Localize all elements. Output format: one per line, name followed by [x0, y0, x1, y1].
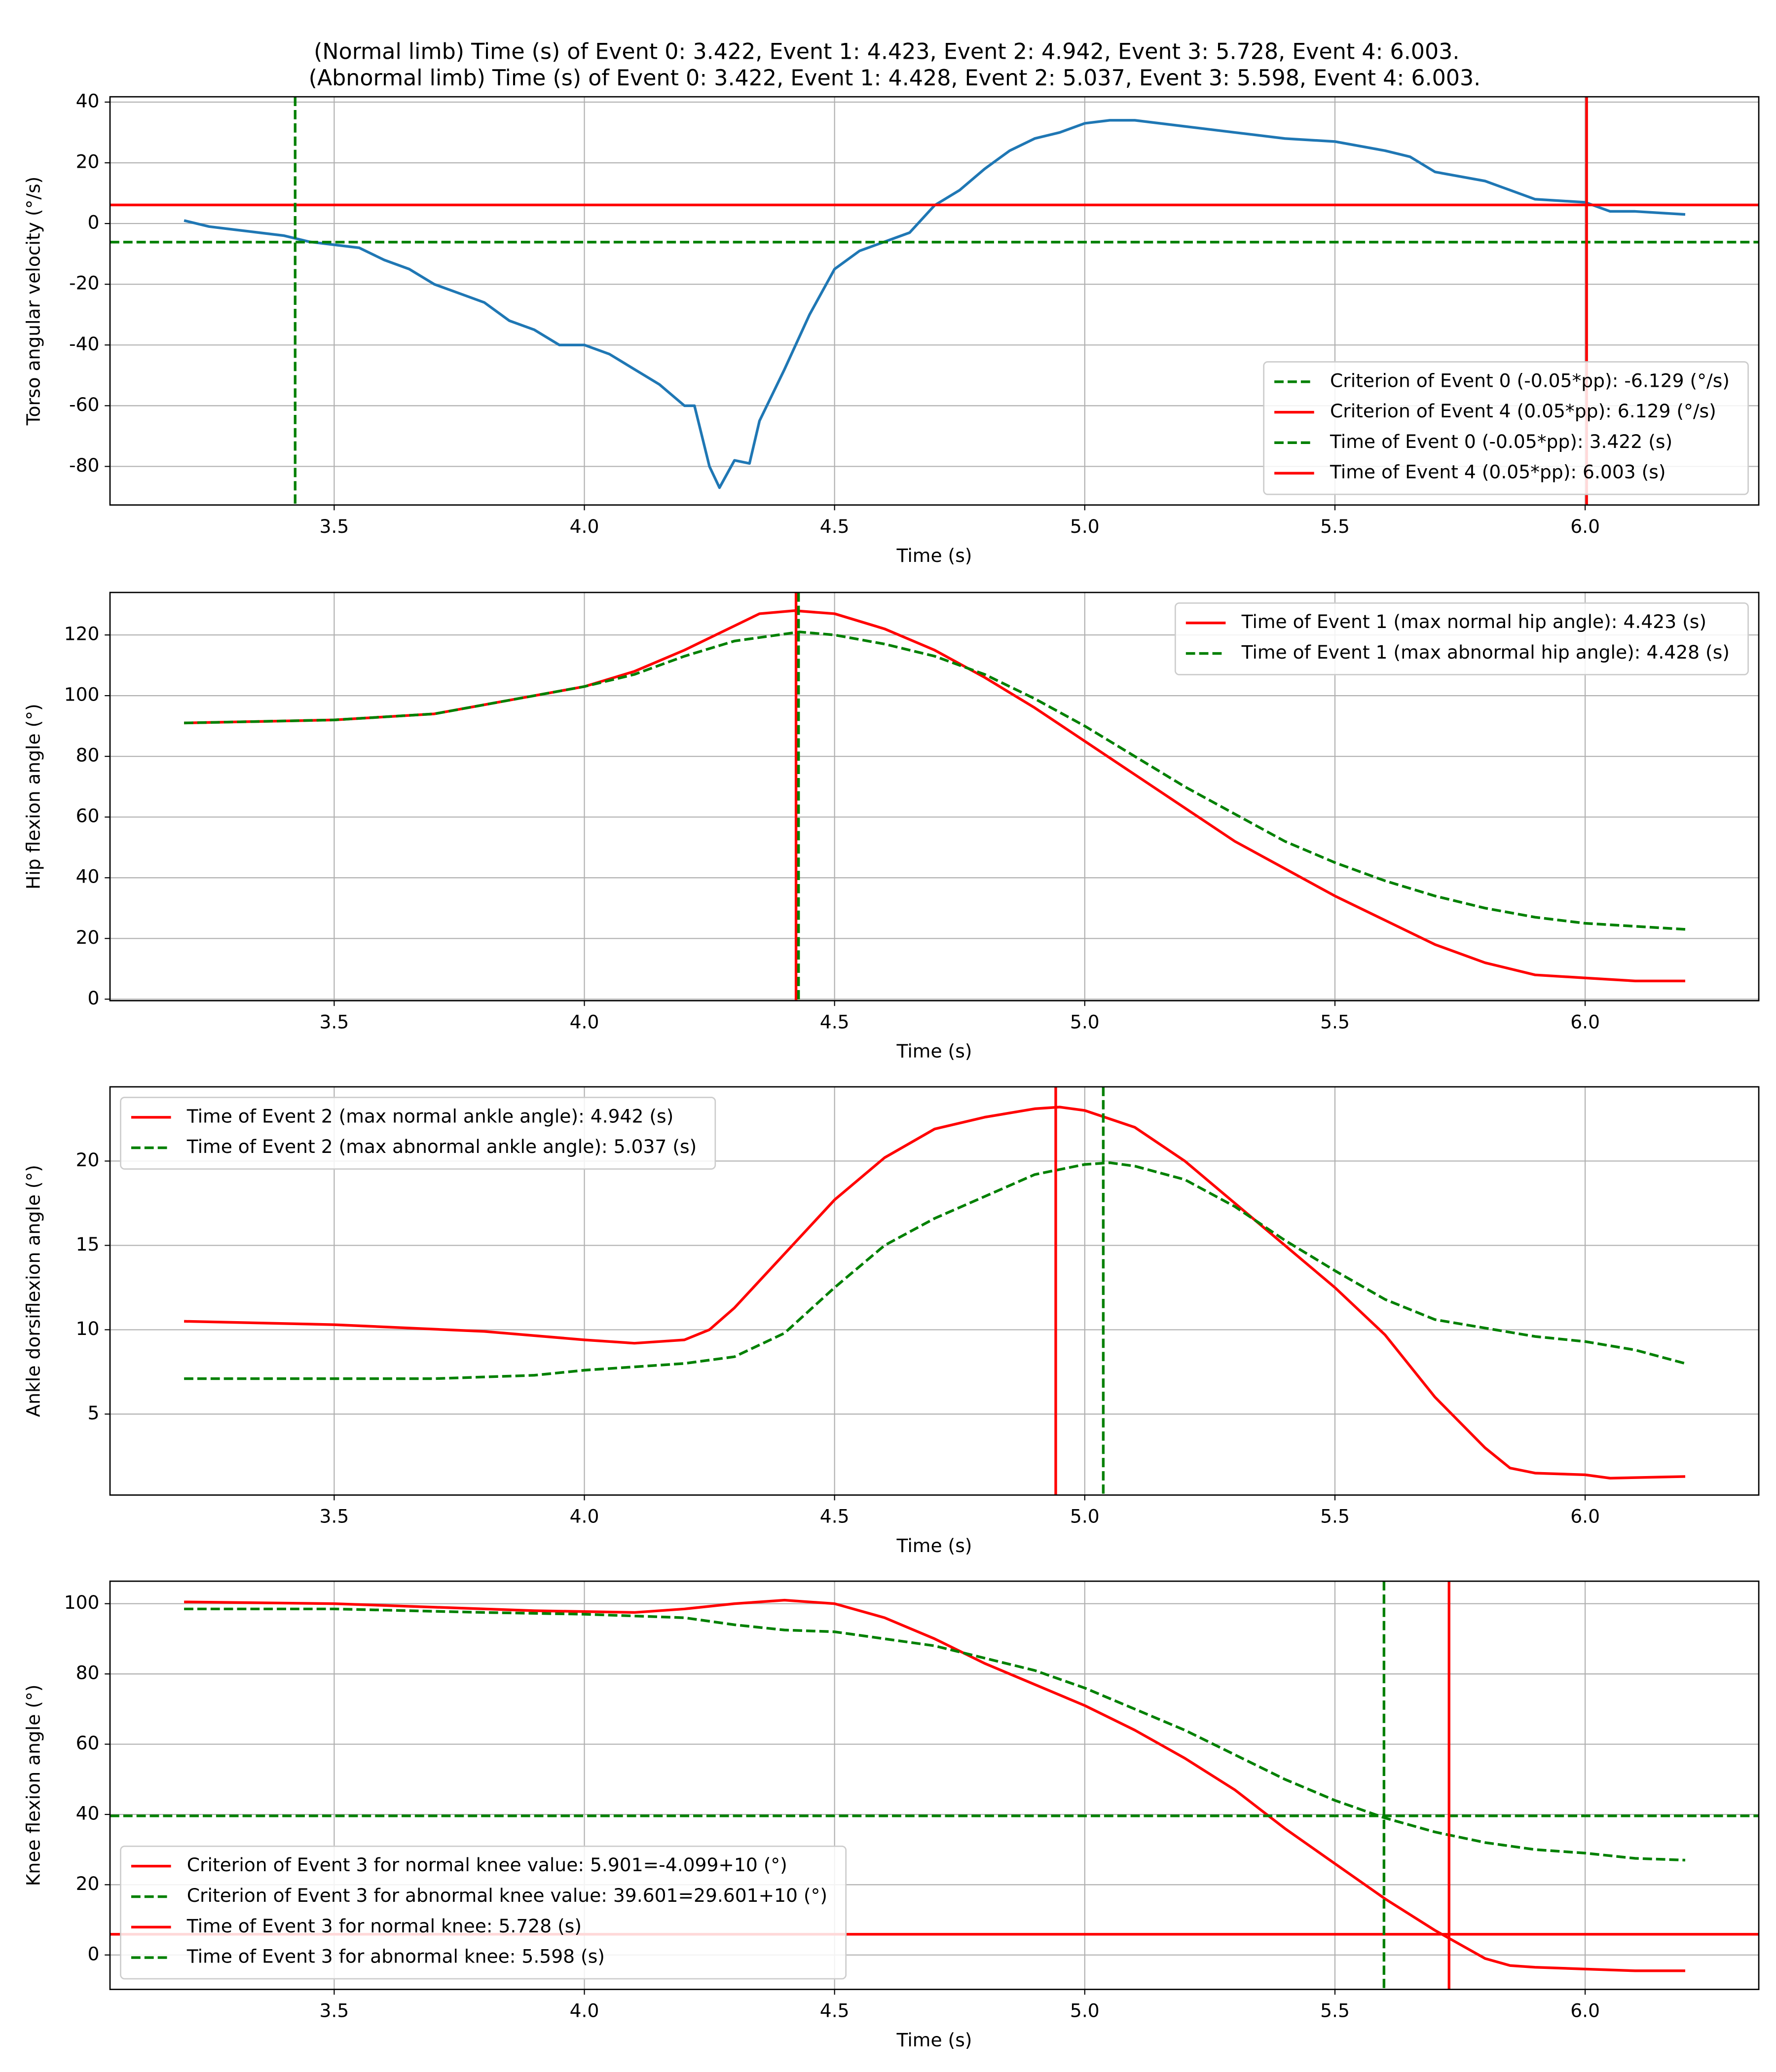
y-tick-label: 40: [76, 1802, 100, 1824]
x-tick-label: 5.5: [1320, 1506, 1350, 1527]
x-tick-label: 3.5: [319, 1506, 349, 1527]
x-tick-label: 4.0: [570, 2000, 599, 2022]
x-tick-label: 3.5: [319, 1011, 349, 1033]
y-axis-label: Hip flexion angle (°): [22, 703, 44, 889]
data-line: [184, 630, 1686, 931]
x-tick-label: 6.0: [1570, 1506, 1600, 1527]
axes: 3.5 4.0 4.5 5.0 5.5 6.0 -80 -60 -40 -20 0 20 40 Time …: [22, 90, 1760, 566]
y-tick-label: 100: [64, 1591, 100, 1613]
y-tick-label: 0: [88, 1943, 100, 1964]
x-tick-label: 3.5: [319, 2000, 349, 2022]
x-tick-label: 5.5: [1320, 2000, 1350, 2022]
y-tick-label: 20: [76, 151, 100, 173]
y-tick-label: 120: [64, 623, 100, 645]
x-tick-label: 4.0: [570, 1506, 599, 1527]
x-tick-label: 5.5: [1320, 1011, 1350, 1033]
legend-label: Time of Event 1 (max normal hip angle): …: [1241, 611, 1706, 632]
data-line: [184, 1598, 1685, 1972]
axes-frame: [109, 96, 1760, 506]
legend-label: Time of Event 4 (0.05*pp): 6.003 (s): [1330, 461, 1666, 483]
legend-label: Criterion of Event 3 for abnormal knee v…: [187, 1885, 827, 1906]
x-tick-label: 4.5: [820, 1506, 850, 1527]
x-axis-label: Time (s): [896, 1040, 972, 1062]
axes: 3.5 4.0 4.5 5.0 5.5 6.0 0 20 40 60 80 100 Time (s) Kn…: [22, 1580, 1760, 2051]
y-tick-label: 40: [76, 866, 100, 888]
x-axis-label: Time (s): [896, 2029, 972, 2051]
y-axis-label: Ankle dorsiflexion angle (°): [22, 1165, 44, 1417]
legend: Criterion of Event 3 for normal knee val…: [120, 1846, 847, 1980]
y-axis-label: Torso angular velocity (°/s): [22, 177, 44, 426]
legend-label: Time of Event 2 (max normal ankle angle)…: [186, 1105, 674, 1127]
axes-frame: [109, 1580, 1760, 1990]
x-tick-label: 4.5: [820, 516, 850, 537]
legend-label: Time of Event 2 (max abnormal ankle angl…: [186, 1136, 697, 1157]
legend-label: Criterion of Event 0 (-0.05*pp): -6.129 …: [1330, 370, 1730, 391]
data-line: [184, 1161, 1686, 1380]
y-tick-label: 5: [88, 1402, 100, 1424]
legend-label: Time of Event 1 (max abnormal hip angle)…: [1241, 641, 1730, 663]
y-tick-label: -60: [69, 394, 99, 415]
x-tick-label: 5.0: [1070, 2000, 1100, 2022]
legend-box: [1263, 361, 1749, 495]
x-tick-label: 5.5: [1320, 516, 1350, 537]
x-tick-label: 4.5: [820, 1011, 850, 1033]
x-axis-label: Time (s): [896, 545, 972, 566]
legend: Criterion of Event 0 (-0.05*pp): -6.129 …: [1263, 361, 1749, 495]
x-tick-label: 4.5: [820, 2000, 850, 2022]
y-tick-label: -80: [69, 454, 99, 476]
axes-frame: [109, 592, 1760, 1001]
legend-label: Time of Event 3 for abnormal knee: 5.598…: [186, 1946, 605, 1967]
axes: 3.5 4.0 4.5 5.0 5.5 6.0 5 10 15 20 Time (s) Ankle d…: [22, 1086, 1760, 1556]
x-tick-label: 4.0: [570, 1011, 599, 1033]
x-tick-label: 6.0: [1570, 2000, 1600, 2022]
legend-box: [1174, 602, 1749, 675]
legend-box: [120, 1846, 847, 1980]
legend-label: Time of Event 0 (-0.05*pp): 3.422 (s): [1330, 431, 1672, 452]
axes-frame: [109, 1086, 1760, 1496]
legend: Time of Event 2 (max normal ankle angle)…: [120, 1097, 716, 1170]
data-line: [184, 1607, 1686, 1862]
title-line: (Normal limb) Time (s) of Event 0: 3.422…: [314, 39, 1459, 65]
x-axis-label: Time (s): [896, 1535, 972, 1556]
y-tick-label: 20: [76, 1149, 100, 1171]
x-tick-label: 3.5: [319, 516, 349, 537]
x-tick-label: 5.0: [1070, 516, 1100, 537]
y-tick-label: 60: [76, 1732, 100, 1754]
legend-box: [120, 1097, 716, 1170]
x-tick-label: 5.0: [1070, 1011, 1100, 1033]
y-tick-label: 100: [64, 684, 100, 705]
legend-label: Criterion of Event 3 for normal knee val…: [187, 1854, 787, 1876]
legend: Time of Event 1 (max normal hip angle): …: [1174, 602, 1749, 675]
y-tick-label: -20: [69, 272, 99, 294]
y-tick-label: 15: [76, 1233, 100, 1255]
x-tick-label: 6.0: [1570, 1011, 1600, 1033]
title-line: (Abnormal limb) Time (s) of Event 0: 3.4…: [309, 66, 1481, 91]
x-tick-label: 6.0: [1570, 516, 1600, 537]
y-tick-label: 80: [76, 744, 100, 766]
data-line: [184, 119, 1686, 489]
legend-label: Criterion of Event 4 (0.05*pp): 6.129 (°…: [1330, 400, 1716, 422]
data-line: [184, 1106, 1686, 1480]
y-axis-label: Knee flexion angle (°): [22, 1684, 44, 1886]
y-tick-label: 10: [76, 1318, 100, 1339]
y-tick-label: 40: [76, 90, 100, 111]
x-tick-label: 5.0: [1070, 1506, 1100, 1527]
axes: 3.5 4.0 4.5 5.0 5.5 6.0 0 20 40 60 80 100 120 Time (s…: [22, 592, 1760, 1062]
y-tick-label: 0: [88, 987, 100, 1009]
x-tick-label: 4.0: [570, 516, 599, 537]
y-tick-label: 0: [88, 212, 100, 233]
y-tick-label: 20: [76, 1873, 100, 1894]
y-tick-label: 60: [76, 805, 100, 827]
y-tick-label: -40: [69, 333, 99, 355]
legend-label: Time of Event 3 for normal knee: 5.728 (…: [186, 1915, 582, 1937]
y-tick-label: 20: [76, 926, 100, 948]
y-tick-label: 80: [76, 1662, 100, 1684]
